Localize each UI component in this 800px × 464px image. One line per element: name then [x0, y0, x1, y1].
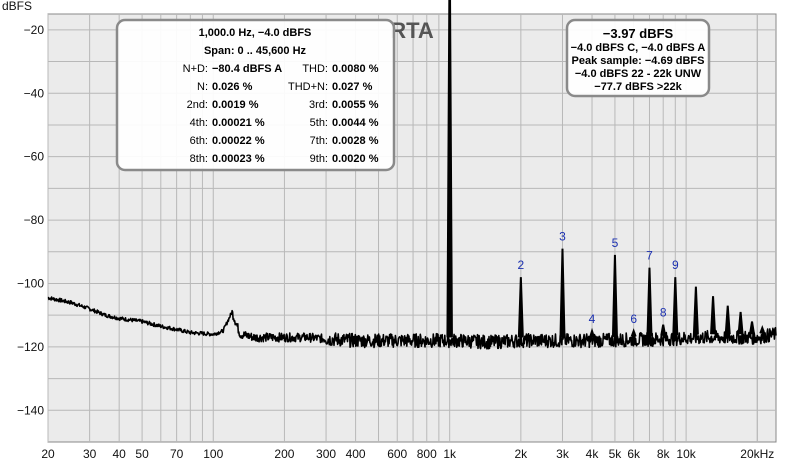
legend-row-label: THD+N: — [288, 81, 328, 93]
x-tick-label: 10k — [676, 447, 696, 461]
y-tick-label: −140 — [17, 403, 44, 417]
x-tick-label: 5k — [609, 447, 623, 461]
harmonic-label: 6 — [630, 312, 637, 326]
harmonic-peak — [672, 277, 679, 336]
y-tick-label: −100 — [17, 276, 44, 290]
harmonic-labels: 2 3 4 5 6 7 8 9 — [518, 230, 679, 326]
legend-row-value: 0.0055 % — [332, 99, 379, 111]
x-tick-label: 100 — [203, 447, 223, 461]
legend-rows: N+D: −80.4 dBFS A THD: 0.0080 % N: 0.026 % THD… — [183, 63, 379, 165]
legend-row-value: 0.0028 % — [332, 135, 379, 147]
y-tick-label: −120 — [17, 340, 44, 354]
level-line: −4.0 dBFS C, −4.0 dBFS A — [571, 42, 706, 54]
level-main: −3.97 dBFS — [603, 26, 674, 41]
legend-row-value: 0.0019 % — [212, 99, 259, 111]
harmonic-peak — [559, 248, 566, 338]
x-tick-label: 40 — [112, 447, 126, 461]
legend-row-value: −80.4 dBFS A — [212, 63, 282, 75]
legend-row-value: 0.00022 % — [212, 135, 265, 147]
x-tick-label: 70 — [170, 447, 184, 461]
legend-row-label: 6th: — [190, 135, 208, 147]
distortion-legend-box: 1,000.0 Hz, −4.0 dBFS Span: 0 .. 45,600 … — [115, 18, 396, 172]
x-tick-label: 800 — [417, 447, 437, 461]
harmonic-peak — [611, 254, 618, 337]
legend-row-value: 0.027 % — [332, 81, 373, 93]
legend-row-label: 9th: — [310, 153, 328, 165]
x-tick-label: 6k — [627, 447, 641, 461]
x-tick-label: 600 — [387, 447, 407, 461]
harmonic-peak — [692, 286, 699, 335]
x-tick-label: 20 — [41, 447, 55, 461]
legend-box-frame — [115, 18, 396, 172]
legend-row-label: 8th: — [190, 153, 208, 165]
level-box: −3.97 dBFS −4.0 dBFS C, −4.0 dBFS APeak … — [565, 18, 711, 98]
legend-row-value: 0.0080 % — [332, 63, 379, 75]
legend-row-value: 0.00021 % — [212, 117, 265, 129]
harmonic-label: 8 — [660, 306, 667, 320]
x-tick-label: 4k — [586, 447, 600, 461]
harmonic-label: 9 — [672, 258, 679, 272]
fundamental-peak — [446, 0, 453, 338]
legend-row-label: N: — [197, 81, 208, 93]
harmonic-peak — [517, 277, 524, 338]
y-tick-label: −80 — [24, 213, 45, 227]
legend-row-value: 0.0020 % — [332, 153, 379, 165]
harmonic-peak — [646, 267, 653, 337]
level-line: −77.7 dBFS >22k — [594, 81, 682, 93]
harmonic-peak — [660, 324, 667, 336]
level-line: −4.0 dBFS 22 - 22k UNW — [575, 68, 702, 80]
chart-title: RTA — [390, 18, 434, 43]
legend-row-label: THD: — [302, 63, 328, 75]
harmonic-peak — [737, 311, 744, 335]
noise-floor-line — [47, 296, 777, 350]
legend-row-label: 3rd: — [309, 99, 328, 111]
y-tick-label: −60 — [24, 150, 45, 164]
legend-row-label: 4th: — [190, 117, 208, 129]
legend-row-value: 0.026 % — [212, 81, 253, 93]
x-tick-label: 400 — [346, 447, 366, 461]
spectrum-trace — [47, 0, 777, 350]
legend-row-label: 2nd: — [187, 99, 208, 111]
level-line: Peak sample: −4.69 dBFS — [572, 55, 705, 67]
legend-freq-level: 1,000.0 Hz, −4.0 dBFS — [199, 27, 312, 39]
harmonic-peak — [759, 324, 766, 334]
x-tick-label: 50 — [135, 447, 149, 461]
x-tick-label: 20kHz — [740, 447, 774, 461]
y-tick-labels: −20 −40 −60 −80 −100 −120 −140 — [17, 23, 44, 417]
harmonic-label: 3 — [559, 230, 566, 244]
harmonic-label: 4 — [589, 312, 596, 326]
y-tick-label: −40 — [24, 86, 45, 100]
x-tick-label: 200 — [274, 447, 294, 461]
x-tick-label: 1k — [443, 447, 457, 461]
harmonic-label: 2 — [518, 258, 525, 272]
x-tick-label: 2k — [515, 447, 529, 461]
x-tick-labels: 20 30 40 50 70 100 200 300 400 600 800 1k 2k 3k 4k 5k 6k… — [41, 447, 774, 461]
legend-row-label: 7th: — [310, 135, 328, 147]
y-tick-label: −20 — [24, 23, 45, 37]
legend-row-label: N+D: — [183, 63, 208, 75]
harmonic-label: 7 — [646, 249, 653, 263]
legend-row-value: 0.00023 % — [212, 153, 265, 165]
level-box-frame — [565, 18, 711, 98]
y-axis-label: dBFS — [2, 0, 32, 13]
x-tick-label: 8k — [657, 447, 671, 461]
legend-span: Span: 0 .. 45,600 Hz — [204, 45, 307, 57]
legend-row-label: 5th: — [310, 117, 328, 129]
x-tick-label: 300 — [316, 447, 336, 461]
harmonic-peak — [724, 305, 731, 335]
harmonic-peak — [589, 327, 595, 338]
harmonic-label: 5 — [612, 236, 619, 250]
harmonic-peak — [630, 328, 637, 337]
x-tick-label: 30 — [83, 447, 97, 461]
legend-row-value: 0.0044 % — [332, 117, 379, 129]
x-tick-label: 3k — [556, 447, 570, 461]
harmonic-peak — [749, 321, 756, 335]
harmonic-peak — [710, 296, 717, 335]
